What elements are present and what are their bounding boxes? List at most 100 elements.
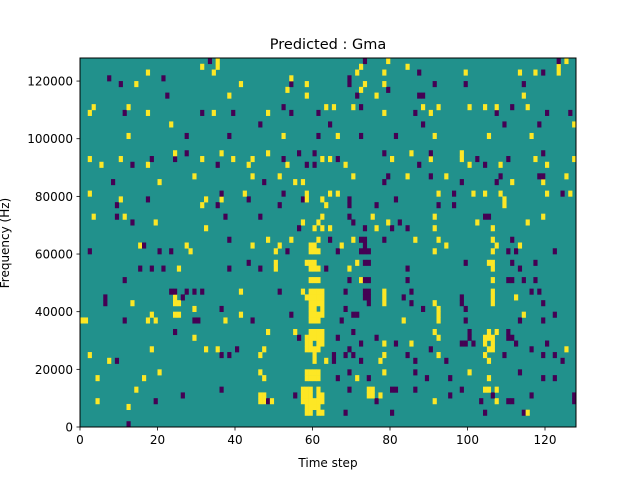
- heatmap-cell-high: [308, 300, 313, 307]
- heatmap-cell-low: [537, 173, 542, 180]
- heatmap-cell-high: [266, 236, 271, 243]
- heatmap-cell-low: [432, 81, 437, 88]
- heatmap-cell-high: [390, 156, 395, 163]
- heatmap-cell-high: [483, 386, 488, 393]
- heatmap-cell-high: [320, 392, 325, 399]
- heatmap-cell-high: [107, 357, 112, 364]
- heatmap-cell-high: [525, 104, 530, 111]
- heatmap-cell-low: [459, 300, 464, 307]
- heatmap-cell-low: [510, 236, 515, 243]
- heatmap-cell-high: [238, 311, 244, 318]
- heatmap-cell-high: [211, 109, 216, 116]
- heatmap-cell-high: [471, 190, 476, 197]
- heatmap-cell-high: [432, 213, 437, 220]
- heatmap-cell-high: [510, 179, 515, 186]
- y-tick-label: 100000: [27, 132, 73, 146]
- heatmap-cell-low: [362, 277, 368, 284]
- heatmap-cell-high: [355, 375, 360, 382]
- heatmap-cell-low: [235, 346, 240, 353]
- heatmap-cell-low: [483, 213, 488, 220]
- heatmap-cell-high: [157, 369, 162, 376]
- heatmap-cell-low: [552, 311, 557, 318]
- heatmap-cell-low: [196, 317, 201, 324]
- heatmap-cell-high: [262, 346, 267, 353]
- heatmap-cell-low: [514, 340, 519, 347]
- heatmap-cell-low: [498, 173, 503, 180]
- heatmap-cell-high: [320, 311, 325, 318]
- heatmap-cell-low: [142, 242, 147, 249]
- heatmap-cell-low: [448, 392, 453, 399]
- heatmap-cell-high: [223, 317, 228, 324]
- heatmap-cell-low: [304, 161, 309, 168]
- heatmap-cell-high: [324, 104, 329, 111]
- heatmap-cell-high: [273, 248, 278, 255]
- heatmap-cell-low: [165, 92, 170, 99]
- heatmap-cell-low: [114, 202, 120, 209]
- heatmap-cell-low: [374, 398, 379, 405]
- heatmap-cell-high: [370, 392, 375, 399]
- heatmap-cell-high: [316, 403, 321, 411]
- heatmap-cell-low: [231, 109, 236, 116]
- heatmap-cell-low: [87, 248, 92, 255]
- heatmap-cell-high: [250, 156, 255, 163]
- heatmap-cell-high: [320, 328, 325, 336]
- heatmap-cell-low: [463, 259, 468, 266]
- heatmap-cell-high: [312, 357, 317, 364]
- heatmap-cell-high: [316, 288, 321, 295]
- heatmap-cell-low: [366, 288, 371, 295]
- heatmap-cell-high: [308, 248, 313, 255]
- heatmap-cell-low: [219, 305, 224, 312]
- heatmap-cell-low: [285, 248, 290, 255]
- heatmap-cell-high: [374, 225, 379, 232]
- heatmap-cell-high: [366, 392, 371, 399]
- heatmap-cell-high: [184, 242, 189, 249]
- heatmap-cell-low: [355, 92, 360, 99]
- heatmap-cell-low: [541, 150, 546, 157]
- heatmap-cell-high: [483, 352, 488, 359]
- heatmap-cell-high: [316, 409, 321, 416]
- heatmap-cell-high: [320, 334, 325, 341]
- heatmap-cell-low: [103, 300, 108, 307]
- heatmap-cell-high: [490, 225, 495, 232]
- heatmap-cell-high: [339, 242, 344, 249]
- heatmap-cell-high: [134, 386, 139, 393]
- heatmap-cell-low: [521, 409, 526, 416]
- heatmap-cell-high: [312, 375, 317, 382]
- heatmap-cell-low: [130, 219, 135, 226]
- heatmap-cell-low: [483, 161, 488, 168]
- heatmap-cell-low: [537, 121, 542, 128]
- heatmap-cell-high: [320, 213, 325, 220]
- heatmap-cell-high: [316, 277, 321, 284]
- heatmap-cell-high: [498, 161, 503, 168]
- heatmap-cell-low: [382, 150, 387, 157]
- heatmap-cell-high: [320, 196, 325, 203]
- heatmap-cell-high: [486, 386, 492, 393]
- heatmap-cell-low: [413, 357, 418, 364]
- heatmap-cell-high: [529, 132, 534, 140]
- heatmap-cell-low: [541, 375, 546, 382]
- heatmap-cell-high: [266, 109, 271, 116]
- heatmap-cell-high: [304, 81, 309, 88]
- x-tick-label: 100: [456, 433, 479, 447]
- heatmap-cell-low: [289, 311, 294, 318]
- heatmap-cell-high: [490, 340, 495, 347]
- heatmap-cell-high: [432, 248, 437, 255]
- heatmap-cell-high: [490, 300, 495, 307]
- y-tick-label: 80000: [35, 190, 73, 204]
- heatmap-cell-high: [304, 334, 309, 341]
- heatmap-cell-low: [223, 213, 228, 220]
- heatmap-cell-low: [421, 121, 426, 128]
- heatmap-cell-low: [351, 311, 356, 318]
- heatmap-cell-high: [467, 369, 472, 376]
- heatmap-cell-low: [362, 242, 368, 249]
- heatmap-cell-high: [436, 236, 441, 243]
- heatmap-cell-low: [405, 225, 410, 232]
- heatmap-cell-high: [459, 150, 464, 157]
- heatmap-cell-high: [436, 104, 441, 111]
- heatmap-cell-low: [572, 392, 577, 399]
- heatmap-cell-high: [200, 202, 205, 209]
- heatmap-cell-high: [378, 357, 383, 364]
- heatmap-cell-low: [463, 317, 468, 324]
- heatmap-cell-high: [483, 334, 488, 341]
